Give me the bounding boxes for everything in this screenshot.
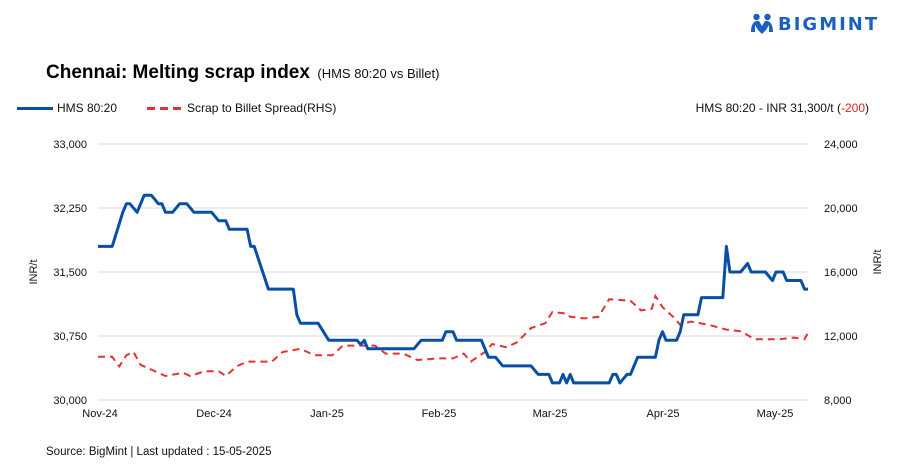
gridlines xyxy=(98,143,808,401)
left-tick-label: 30,000 xyxy=(53,395,87,407)
bigmint-logo-icon xyxy=(751,13,773,34)
page-subtitle: (HMS 80:20 vs Billet) xyxy=(317,66,440,81)
x-axis-ticks: Nov-24 Dec-24 Jan-25 Feb-25 Mar-25 Apr-25 May-… xyxy=(82,408,793,420)
chart-legend: HMS 80:20 Scrap to Billet Spread(RHS) xyxy=(17,101,366,115)
left-axis-label: INR/t xyxy=(28,259,40,284)
source-note: Source: BigMint | Last updated : 15-05-2… xyxy=(46,446,272,458)
right-tick-label: 12,000 xyxy=(824,331,858,343)
right-tick-label: 24,000 xyxy=(824,139,858,151)
right-tick-label: 20,000 xyxy=(824,203,858,215)
left-tick-label: 32,250 xyxy=(53,203,87,215)
legend-item-spread[interactable]: Scrap to Billet Spread(RHS) xyxy=(147,101,336,115)
legend-label: HMS 80:20 xyxy=(57,101,118,115)
left-tick-label: 30,750 xyxy=(53,331,87,343)
right-axis-ticks: 24,000 20,000 16,000 12,000 8,000 xyxy=(824,139,858,407)
x-tick-label: Nov-24 xyxy=(82,408,117,420)
spread-series-line xyxy=(98,293,809,378)
legend-item-hms[interactable]: HMS 80:20 xyxy=(17,101,117,115)
chart-title: Chennai: Melting scrap index (HMS 80:20 … xyxy=(46,62,439,84)
left-tick-label: 33,000 xyxy=(53,139,87,151)
right-tick-label: 16,000 xyxy=(824,267,858,279)
left-tick-label: 31,500 xyxy=(53,267,87,279)
price-change: -200 xyxy=(840,101,865,115)
summary-prefix: HMS 80:20 - INR 31,300/t ( xyxy=(695,101,841,115)
dashed-line-icon xyxy=(147,106,184,110)
bigmint-logo: BIGMINT xyxy=(750,12,879,36)
x-tick-label: Jan-25 xyxy=(310,408,344,420)
x-tick-label: Feb-25 xyxy=(422,408,457,420)
summary-suffix: ) xyxy=(865,101,869,115)
right-axis-label: INR/t xyxy=(872,249,884,274)
solid-line-icon xyxy=(17,106,53,110)
right-tick-label: 8,000 xyxy=(824,395,852,407)
page-title: Chennai: Melting scrap index xyxy=(46,62,310,83)
price-summary: HMS 80:20 - INR 31,300/t (-200) xyxy=(696,101,869,115)
x-tick-label: Apr-25 xyxy=(646,408,679,420)
x-tick-label: May-25 xyxy=(757,408,794,420)
x-tick-label: Mar-25 xyxy=(533,408,568,420)
hms-series-line xyxy=(98,193,808,385)
left-axis-ticks: 33,000 32,250 31,500 30,750 30,000 xyxy=(53,139,87,407)
legend-label: Scrap to Billet Spread(RHS) xyxy=(187,101,337,115)
brand-name: BIGMINT xyxy=(778,13,880,35)
x-tick-label: Dec-24 xyxy=(196,408,231,420)
